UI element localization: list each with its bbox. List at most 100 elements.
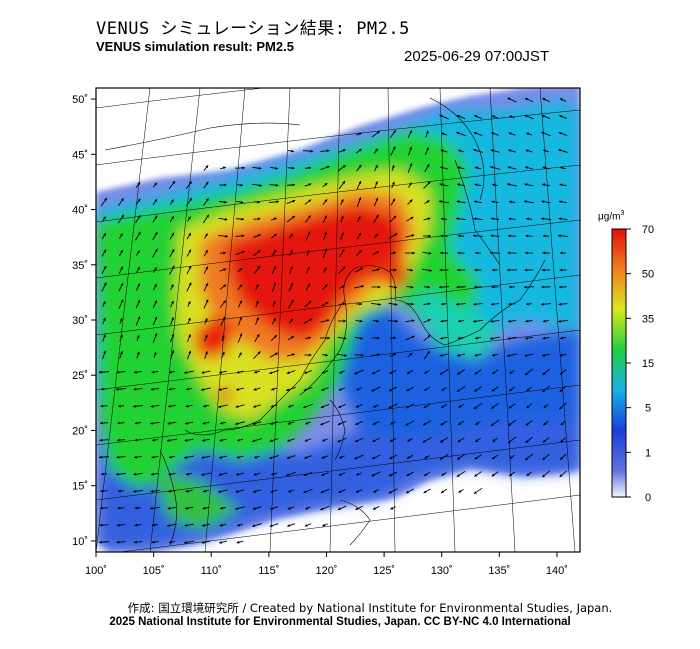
wind-arrow-head [473, 217, 477, 221]
wind-arrow-head [509, 200, 512, 204]
wind-arrow-head [491, 200, 495, 204]
wind-arrow-head [473, 132, 477, 135]
wind-arrow-head [287, 421, 291, 425]
wind-arrow-head [150, 404, 154, 408]
wind-arrow-head [237, 523, 241, 527]
wind-arrow-head [218, 388, 222, 391]
wind-arrow-head [559, 115, 563, 118]
wind-arrow-head [407, 438, 411, 442]
wind-arrow-head [341, 285, 345, 289]
wind-arrow-head [326, 165, 330, 169]
wind-arrow-head [473, 148, 477, 152]
wind-arrow-head [308, 183, 312, 187]
wind-arrow-head [425, 130, 429, 134]
wind-arrow-head [235, 490, 239, 493]
wind-arrow-head [389, 473, 393, 477]
wind-arrow-head [542, 268, 545, 272]
wind-arrow-head [288, 404, 292, 408]
wind-arrow-head [507, 268, 510, 272]
wind-arrow-head [491, 285, 495, 289]
wind-arrow-head [377, 268, 380, 272]
wind-arrow-head [172, 180, 175, 184]
wind-arrow-head [322, 523, 326, 527]
wind-arrow-head [152, 438, 155, 442]
wind-arrow-head [271, 387, 275, 391]
wind-arrow-head [356, 387, 360, 391]
wind-arrow-head [205, 266, 208, 270]
wind-arrow-head [324, 199, 328, 203]
wind-arrow-head [457, 353, 460, 357]
wind-arrow-head [426, 147, 429, 151]
wind-arrow-head [184, 523, 188, 527]
wind-arrow-head [342, 181, 346, 184]
wind-arrow-head [154, 248, 158, 252]
wind-arrow-head [154, 232, 158, 236]
wind-arrow-head [287, 439, 291, 442]
wind-arrow-head [508, 319, 511, 323]
wind-arrow-head [253, 472, 257, 476]
wind-arrow-head [103, 317, 106, 321]
wind-arrow-head [324, 284, 328, 288]
wind-arrow-head [338, 490, 342, 493]
wind-arrow-head [171, 232, 175, 236]
wind-arrow-head [559, 285, 562, 289]
wind-arrow-head [526, 217, 529, 221]
wind-arrow-head [203, 404, 206, 408]
wind-arrow-head [252, 507, 256, 510]
wind-arrow-head [275, 183, 279, 187]
wind-arrow-head [426, 200, 430, 204]
wind-arrow-head [406, 473, 410, 476]
wind-arrow-head [543, 149, 547, 153]
wind-arrow-head [376, 319, 379, 323]
wind-arrow-head [474, 200, 477, 204]
wind-arrow-head [525, 251, 528, 255]
wind-arrow-head [238, 352, 242, 356]
wind-arrow-head [120, 198, 124, 202]
wind-arrow-head [440, 251, 443, 255]
wind-arrow-head [440, 149, 444, 153]
wind-arrow-head [137, 182, 141, 186]
wind-arrow-head [524, 354, 528, 357]
wind-arrow-head [541, 285, 545, 289]
wind-arrow-head [188, 266, 192, 270]
wind-arrow-head [100, 404, 104, 408]
wind-arrow-head [218, 473, 222, 476]
wind-arrow-head [338, 473, 342, 476]
wind-arrow-head [474, 268, 478, 272]
wind-arrow-head [269, 456, 273, 460]
wind-arrow-head [541, 131, 545, 135]
wind-arrow-head [184, 456, 187, 459]
wind-arrow-head [393, 268, 397, 272]
wind-arrow-head [337, 507, 341, 511]
wind-arrow-head [271, 472, 275, 476]
colorbar-tick-label: 70 [642, 224, 654, 236]
wind-arrow-head [359, 302, 362, 306]
wind-arrow-head [509, 371, 513, 374]
wind-arrow-head [291, 149, 294, 153]
wind-arrow-head [558, 217, 562, 221]
wind-arrow-head [254, 455, 258, 459]
wind-arrow-head [359, 319, 363, 323]
wind-arrow-head [490, 319, 494, 323]
wind-arrow-head [103, 350, 106, 354]
wind-arrow-head [308, 336, 311, 340]
wind-arrow-head [508, 149, 512, 152]
wind-arrow-head [508, 422, 512, 426]
wind-arrow-head [355, 422, 359, 425]
lon-tick-label: 125˚ [373, 565, 395, 577]
wind-arrow-head [219, 438, 223, 442]
wind-arrow-head [154, 215, 158, 219]
wind-arrow-head [358, 232, 361, 236]
wind-arrow-head [338, 405, 342, 408]
wind-arrow-head [133, 472, 137, 476]
wind-arrow-head [121, 214, 124, 218]
wind-arrow-head [274, 352, 278, 356]
lon-tick-label: 140˚ [546, 565, 568, 577]
colorbar-unit: μg/m3 [598, 210, 625, 223]
wind-arrow-head [324, 215, 327, 219]
wind-arrow-head [427, 302, 431, 306]
wind-arrow-head [120, 266, 123, 270]
wind-arrow-head [269, 439, 273, 442]
wind-arrow-head [558, 302, 562, 306]
wind-arrow-head [558, 132, 562, 135]
